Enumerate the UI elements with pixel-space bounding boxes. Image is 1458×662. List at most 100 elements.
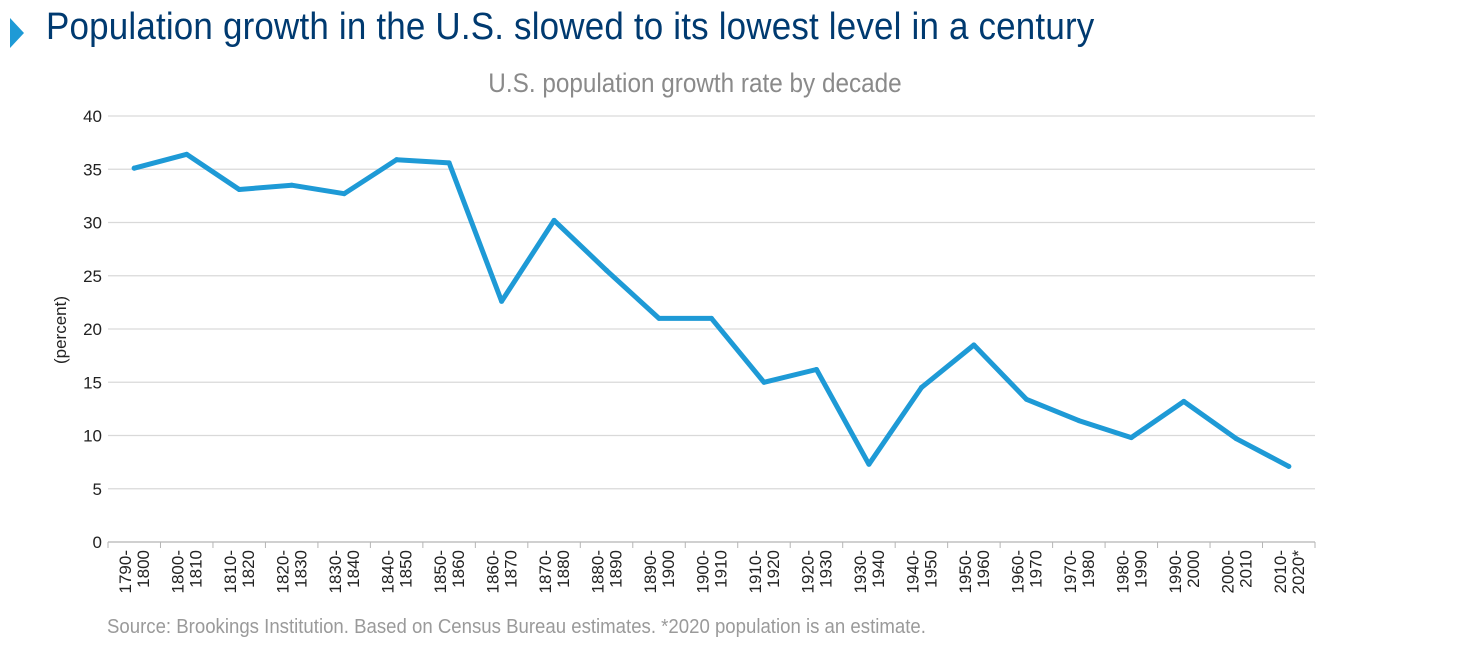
y-tick-label: 30: [83, 214, 102, 233]
x-tick-label: 1940- 1950: [903, 550, 940, 593]
svg-text:1860: 1860: [449, 550, 468, 588]
svg-text:1900-: 1900-: [694, 550, 713, 593]
x-tick-label: 1800- 1810: [169, 550, 206, 593]
x-axis-ticks: 1790- 1800 1800- 1810 1810- 1820 1820- 1830 1830…: [107, 542, 1316, 595]
x-tick-label: 1890- 1900: [641, 550, 678, 593]
x-tick-label: 1850- 1860: [431, 550, 468, 593]
svg-text:1990-: 1990-: [1166, 550, 1185, 593]
svg-text:1870-: 1870-: [536, 550, 555, 593]
data-point: [499, 298, 505, 304]
y-tick-label: 20: [83, 320, 102, 339]
data-point: [289, 182, 295, 188]
svg-text:1830: 1830: [292, 550, 311, 588]
svg-text:1960-: 1960-: [1008, 550, 1027, 593]
svg-text:1800: 1800: [134, 550, 153, 588]
series-line: [131, 151, 1292, 469]
x-tick-label: 1950- 1960: [956, 550, 993, 593]
svg-text:1940: 1940: [869, 550, 888, 588]
data-point: [184, 151, 190, 157]
svg-text:1920-: 1920-: [798, 550, 817, 593]
svg-text:1980: 1980: [1079, 550, 1098, 588]
x-tick-label: 1990- 2000: [1166, 550, 1203, 593]
y-tick-label: 40: [83, 107, 102, 126]
svg-text:1800-: 1800-: [169, 550, 188, 593]
data-point: [761, 379, 767, 385]
data-point: [1286, 463, 1292, 469]
svg-text:2020*: 2020*: [1289, 550, 1308, 595]
svg-text:1920: 1920: [764, 550, 783, 588]
svg-text:1890: 1890: [607, 550, 626, 588]
data-point: [131, 165, 137, 171]
svg-text:1910: 1910: [712, 550, 731, 588]
data-point: [1233, 436, 1239, 442]
x-tick-label: 1920- 1930: [798, 550, 835, 593]
y-tick-label: 10: [83, 427, 102, 446]
data-point: [709, 315, 714, 321]
y-tick-label: 15: [83, 373, 102, 392]
svg-text:1890-: 1890-: [641, 550, 660, 593]
svg-text:1820: 1820: [239, 550, 258, 588]
data-point: [551, 217, 557, 223]
svg-text:1810: 1810: [187, 550, 206, 588]
x-tick-label: 1820- 1830: [274, 550, 311, 593]
data-point: [918, 385, 924, 391]
x-tick-label: 1900- 1910: [694, 550, 731, 593]
gridlines: [108, 115, 1315, 543]
data-point: [394, 157, 400, 163]
svg-text:2010: 2010: [1236, 550, 1255, 588]
x-tick-label: 2000- 2010: [1218, 550, 1255, 593]
svg-text:1790-: 1790-: [116, 550, 135, 593]
svg-text:2000-: 2000-: [1218, 550, 1237, 593]
x-tick-label: 1810- 1820: [221, 550, 258, 593]
svg-text:1880: 1880: [554, 550, 573, 588]
data-point: [656, 315, 662, 321]
svg-text:1970: 1970: [1026, 550, 1045, 588]
svg-text:1880-: 1880-: [589, 550, 608, 593]
y-tick-label: 5: [93, 480, 102, 499]
svg-text:1820-: 1820-: [274, 550, 293, 593]
data-point: [604, 267, 610, 273]
x-tick-label: 1830- 1840: [326, 550, 363, 593]
x-tick-label: 1960-1970: [1008, 550, 1045, 593]
data-point: [1128, 435, 1134, 441]
svg-text:1850: 1850: [397, 550, 416, 588]
x-tick-label: 1790- 1800: [116, 550, 153, 593]
y-axis-ticks: 0 5 10 15 20 25 30 35 40: [83, 107, 102, 552]
svg-text:2000: 2000: [1184, 550, 1203, 588]
svg-text:1930-: 1930-: [851, 550, 870, 593]
data-point: [1181, 398, 1187, 404]
y-tick-label: 25: [83, 267, 102, 286]
svg-text:1840-: 1840-: [379, 550, 398, 593]
data-point: [1076, 418, 1082, 424]
x-tick-label: 1880- 1890: [589, 550, 626, 593]
svg-text:1940-: 1940-: [903, 550, 922, 593]
x-tick-label: 1870- 1880: [536, 550, 573, 593]
data-point: [971, 342, 977, 348]
x-tick-label: 1970- 1980: [1061, 550, 1098, 593]
x-tick-label: 1930- 1940: [851, 550, 888, 593]
svg-text:1840: 1840: [344, 550, 363, 588]
source-note: Source: Brookings Institution. Based on …: [107, 616, 926, 638]
page-title: Population growth in the U.S. slowed to …: [46, 6, 1095, 48]
svg-text:1980-: 1980-: [1113, 550, 1132, 593]
svg-text:1860-: 1860-: [484, 550, 503, 593]
data-point: [866, 461, 872, 467]
x-tick-label: 1980- 1990: [1113, 550, 1150, 593]
x-tick-label: 1840- 1850: [379, 550, 416, 593]
x-tick-label: 2010- 2020*: [1271, 550, 1308, 595]
svg-text:1930: 1930: [816, 550, 835, 588]
svg-text:2010-: 2010-: [1271, 550, 1290, 593]
svg-text:1810-: 1810-: [221, 550, 240, 593]
data-point: [813, 366, 819, 372]
chart-title: U.S. population growth rate by decade: [488, 68, 902, 98]
svg-text:1900: 1900: [659, 550, 678, 588]
svg-text:1960: 1960: [974, 550, 993, 588]
svg-text:1910-: 1910-: [746, 550, 765, 593]
data-point: [341, 191, 347, 197]
y-tick-label: 0: [93, 533, 102, 552]
data-point: [236, 186, 242, 192]
title-marker-icon: [10, 18, 24, 48]
series-group: [131, 151, 1292, 469]
svg-text:1950-: 1950-: [956, 550, 975, 593]
